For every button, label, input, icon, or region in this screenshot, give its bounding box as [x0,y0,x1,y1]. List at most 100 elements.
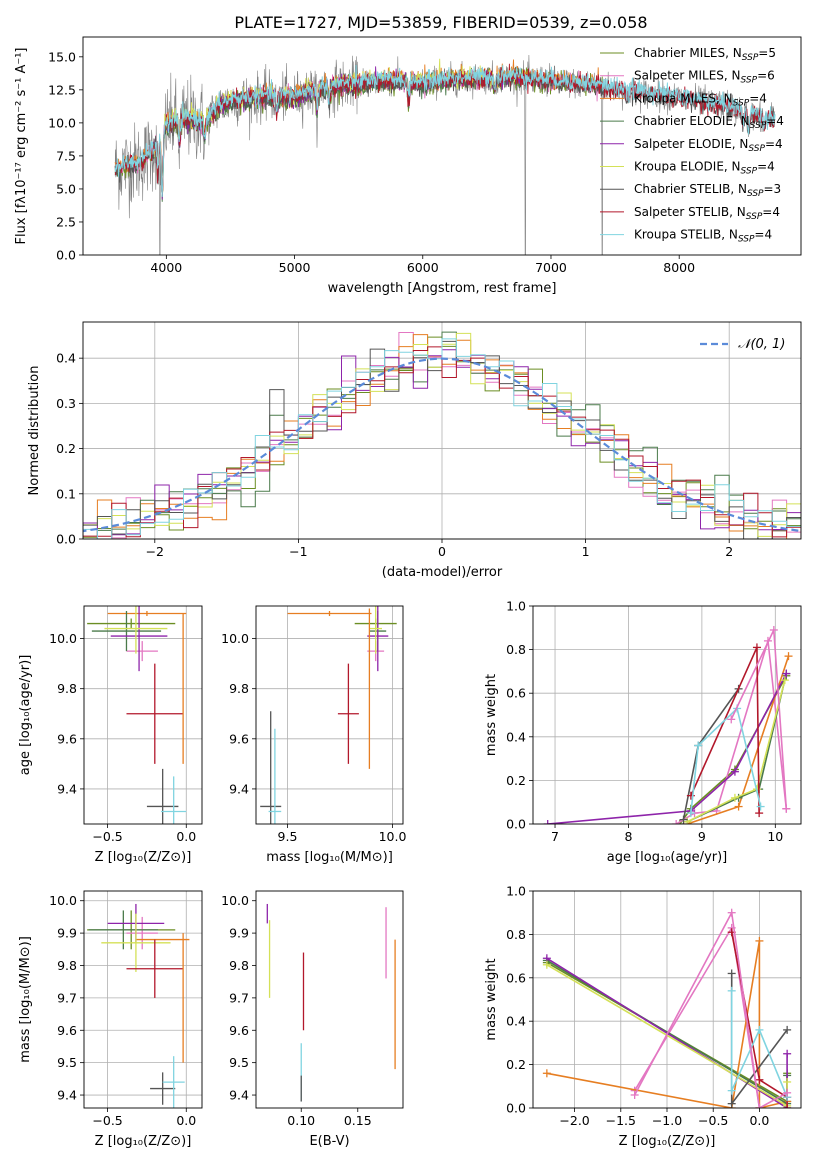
series-line [686,679,786,823]
model-spectrum-line [114,64,776,198]
y-tick-label: 9.6 [229,731,249,746]
y-tick-label: 0.4 [506,729,526,744]
legend-item: Chabrier STELIB, NSSP=3 [600,182,781,199]
grid-lines [533,605,801,825]
y-tick-label: 0.0 [56,532,76,547]
plus-marker [727,908,736,917]
plus-marker [756,802,765,811]
y-tick-label: 15.0 [48,49,76,64]
legend-item: Salpeter MILES, NSSP=6 [600,69,775,86]
x-tick-label: 0.0 [749,1113,769,1128]
spectrum-plot: 4000 5000 6000 7000 8000 0.0 2.5 5.0 7.5 10.0 12.5… [14,36,802,296]
plus-marker [686,809,695,818]
y-tick-label: 0.8 [506,927,526,942]
plus-marker [755,936,764,945]
axes-frame [83,890,203,1109]
y-tick-label: 9.8 [229,958,249,973]
series-line [546,957,788,1108]
y-tick-label: 9.9 [229,926,249,941]
series-line [679,675,788,824]
y-tick-label: 0.6 [506,686,526,701]
errorbars [87,606,187,824]
legend-item: Kroupa MILES, NSSP=4 [600,91,767,108]
legend-label: Salpeter ELODIE, NSSP=4 [634,137,783,154]
y-axis-label: Flux [fλ10⁻¹⁷ erg cm⁻² s⁻¹ A⁻¹] [14,48,29,245]
y-tick-label: 0.4 [506,1014,526,1029]
histogram-steps [83,331,801,539]
x-axis-label: Z [log₁₀(Z/Z⊙)] [95,1134,192,1149]
plus-marker [543,820,552,824]
errorbar-point [91,611,162,652]
y-tick-label: 9.7 [229,990,249,1005]
x-tick-label: 0.10 [287,1113,315,1128]
plus-marker [672,820,681,824]
y-tick-label: 9.8 [229,681,249,696]
y-tick-label: 1.0 [506,884,526,899]
y-tick-label: 9.8 [57,958,77,973]
y-axis-label: age [log₁₀(age/yr)] [18,655,33,776]
x-tick-label: 6000 [407,260,439,275]
y-tick-label: 12.5 [48,82,76,97]
x-axis-label: Z [log₁₀(Z/Z⊙)] [619,1134,716,1149]
series [630,923,764,1108]
errorbar-point [110,606,168,672]
axes-frame [255,605,404,825]
legend-item: Chabrier ELODIE, NSSP=4 [600,114,784,131]
normal-curve-line [83,357,801,533]
series-line [730,990,788,1098]
y-tick-label: 0.8 [506,642,526,657]
legend-item: Salpeter STELIB, NSSP=4 [600,205,780,222]
legend-label: 𝒩(0, 1) [738,337,785,352]
errorbar-point [287,611,372,617]
legend-label-sub: SSP [747,189,764,199]
y-tick-label: 0.0 [56,248,76,263]
plus-marker [782,804,791,813]
legend-label-sub: SSP [742,53,759,63]
errorbars [266,903,396,1102]
x-tick-label: 5000 [279,260,311,275]
legend-label-text: Chabrier STELIB, N [634,182,747,196]
plus-marker [752,643,761,652]
plus-marker [734,802,743,811]
y-tick-label: 0.0 [506,817,526,832]
legend-label-text: Kroupa STELIB, N [634,228,738,242]
x-tick-label: 9.5 [278,829,298,844]
y-tick-label: 1.0 [506,599,526,614]
y-tick-label: 9.5 [229,1055,249,1070]
y-axis-label: mass weight [484,958,499,1040]
y-axis-label: mass [log₁₀(M/M⊙)] [18,936,33,1063]
x-axis-label: mass [log₁₀(M/M⊙)] [266,850,393,865]
y-tick-label: 9.6 [57,731,77,746]
axes-frame [82,321,802,540]
x-tick-label: 8 [624,829,632,844]
legend-label-sub: SSP [738,235,755,245]
errorbar-point [126,939,184,998]
legend-label-text: Chabrier MILES, N [634,46,742,60]
figure-title: PLATE=1727, MJD=53859, FIBERID=0539, z=0… [234,13,647,32]
x-tick-label: −1.5 [606,1113,636,1128]
legend-label-text: Kroupa ELODIE, N [634,160,741,174]
legend-label-count: =4 [754,228,772,242]
x-axis-label: wavelength [Angstrom, rest frame] [328,281,557,296]
series-lines [542,908,792,1108]
x-tick-label: 7000 [535,260,567,275]
legend-label-text: Salpeter ELODIE, N [634,137,748,151]
x-tick-label: 1 [582,544,590,559]
grid-lines [533,890,801,1109]
y-tick-label: 9.4 [229,1088,249,1103]
y-tick-label: 0.1 [56,486,76,501]
legend-label-sub: SSP [733,98,750,108]
mass-vs-extinction-plot: 0.10 0.15 9.4 9.5 9.6 9.7 9.8 9.9 10.0 E(B-V) [221,890,404,1149]
series-line [634,925,761,1108]
y-tick-label: 5.0 [56,181,76,196]
plus-marker [783,1088,792,1097]
x-tick-label: −1 [289,544,307,559]
errorbar-point [101,913,171,972]
x-tick-label: −0.5 [92,829,122,844]
plus-marker [783,1077,792,1086]
series-line [633,910,788,1108]
legend-label-text: Salpeter MILES, N [634,69,741,83]
legend-label-count: =4 [766,114,784,128]
errorbars [260,606,397,824]
